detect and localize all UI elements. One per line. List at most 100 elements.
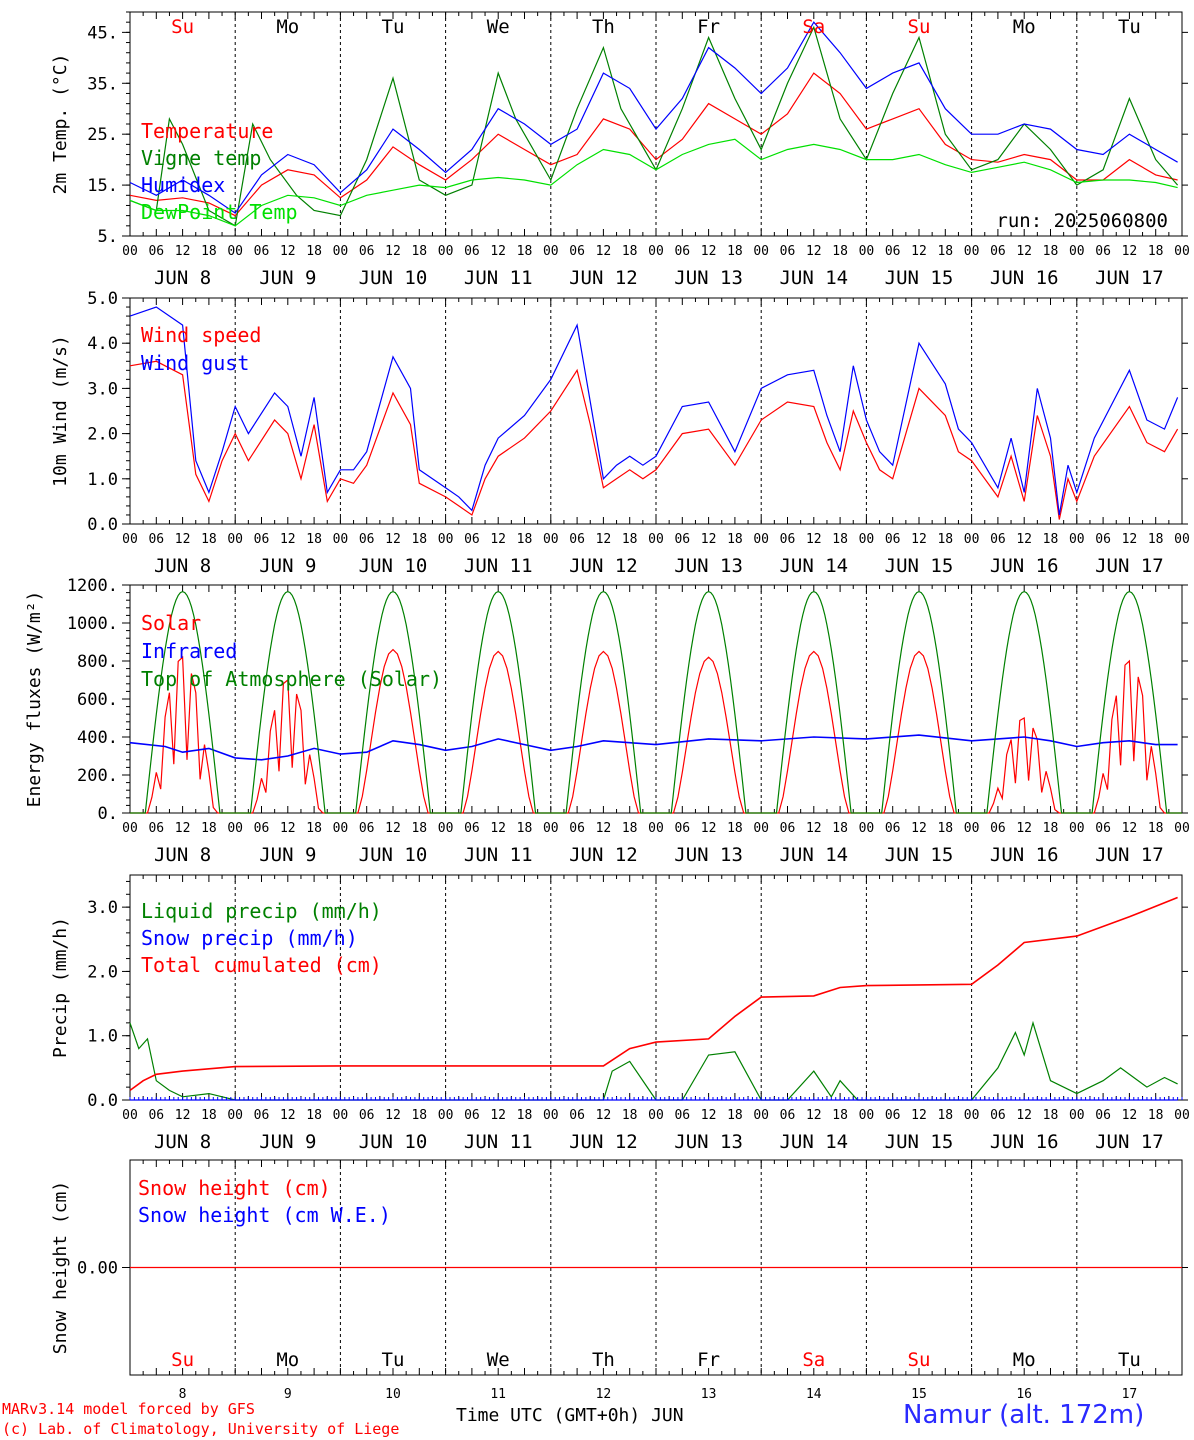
hour-label: 18 (937, 1108, 953, 1123)
hour-label: 00 (543, 532, 559, 547)
date-label: JUN 12 (569, 555, 638, 577)
hour-label: 00 (1069, 1108, 1085, 1123)
hour-label: 06 (464, 244, 480, 259)
hour-label: 00 (964, 244, 980, 259)
hour-label: 12 (490, 244, 506, 259)
hour-label: 06 (359, 244, 375, 259)
weekday-label: Th (592, 1349, 615, 1371)
hour-label: 18 (517, 532, 533, 547)
hour-label: 00 (648, 244, 664, 259)
hour-label: 06 (148, 244, 164, 259)
date-label: JUN 16 (990, 1131, 1059, 1153)
series-line (129, 138, 1178, 227)
hour-label: 06 (885, 821, 901, 836)
hour-label: 12 (175, 821, 191, 836)
hour-label: 18 (517, 244, 533, 259)
hour-label: 18 (201, 821, 217, 836)
y-tick-label: 400. (77, 728, 118, 748)
hour-label: 00 (333, 532, 349, 547)
date-label: JUN 11 (464, 555, 533, 577)
y-tick-label: 0.0 (87, 1091, 118, 1111)
hour-label: 06 (569, 1108, 585, 1123)
hour-label: 18 (1043, 244, 1059, 259)
y-tick-label: 35. (87, 74, 118, 94)
hour-label: 12 (701, 1108, 717, 1123)
hour-label: 00 (859, 821, 875, 836)
hour-label: 00 (1069, 244, 1085, 259)
date-label: JUN 13 (674, 1131, 743, 1153)
series-line (129, 306, 1179, 516)
hour-label: 06 (464, 532, 480, 547)
hour-label: 12 (1016, 532, 1032, 547)
date-label: JUN 17 (1095, 555, 1164, 577)
hour-label: 12 (280, 1108, 296, 1123)
hour-label: 06 (464, 1108, 480, 1123)
hour-label: 12 (1016, 1108, 1032, 1123)
weekday-label: Tu (382, 1349, 405, 1371)
date-label: JUN 15 (885, 844, 954, 866)
y-axis-title: 10m Wind (m/s) (50, 335, 71, 487)
hour-label: 12 (806, 821, 822, 836)
run-label: run: 2025060800 (996, 210, 1168, 232)
hour-label: 00 (438, 244, 454, 259)
date-label: JUN 16 (990, 844, 1059, 866)
hour-label: 00 (543, 821, 559, 836)
date-label: JUN 9 (259, 1131, 316, 1153)
date-label: JUN 8 (154, 1131, 211, 1153)
hour-label: 06 (674, 244, 690, 259)
hour-label: 00 (648, 532, 664, 547)
hour-label: 06 (1095, 532, 1111, 547)
panel-1: 5. 15. 25. 35. 45. 2m Temp. (°C) 00 06 12 18 JUN 8… (50, 11, 1190, 289)
hour-label: 12 (385, 532, 401, 547)
y-tick-label: 800. (77, 652, 118, 672)
day-number: 9 (284, 1387, 292, 1402)
hour-label: 12 (175, 244, 191, 259)
weekday-label: We (487, 1349, 510, 1371)
hour-label: 18 (1043, 532, 1059, 547)
hour-label: 12 (1122, 821, 1138, 836)
hour-label: 12 (596, 244, 612, 259)
hour-label: 06 (990, 821, 1006, 836)
hour-label: 12 (911, 821, 927, 836)
hour-label: 18 (622, 1108, 638, 1123)
hour-label: 06 (674, 532, 690, 547)
y-tick-label: 3.0 (87, 379, 118, 399)
hour-label: 12 (1122, 244, 1138, 259)
hour-label: 18 (937, 821, 953, 836)
hour-label: 00 (438, 821, 454, 836)
day-number: 17 (1122, 1387, 1138, 1402)
x-axis-title: Time UTC (GMT+0h) JUN (456, 1405, 684, 1426)
hour-label: 00 (122, 244, 138, 259)
weekday-label: Mo (276, 1349, 299, 1371)
hour-label: 06 (1095, 1108, 1111, 1123)
credit-lab: (c) Lab. of Climatology, University of L… (2, 1420, 400, 1438)
date-label: JUN 14 (779, 1131, 848, 1153)
date-label: JUN 17 (1095, 1131, 1164, 1153)
series-line (129, 360, 1179, 520)
day-number: 14 (806, 1387, 822, 1402)
y-axis-title: Precip (mm/h) (50, 917, 71, 1058)
date-label: JUN 17 (1095, 267, 1164, 289)
hour-label: 12 (806, 244, 822, 259)
series-line (129, 896, 1178, 1092)
weekday-label: Fr (697, 16, 720, 38)
hour-label: 12 (806, 532, 822, 547)
hour-label: 00 (1069, 821, 1085, 836)
hour-label: 18 (411, 821, 427, 836)
hour-label: 06 (148, 1108, 164, 1123)
hour-label: 18 (411, 244, 427, 259)
hour-label: 00 (122, 821, 138, 836)
date-label: JUN 17 (1095, 844, 1164, 866)
hour-label: 18 (832, 244, 848, 259)
hour-label: 06 (780, 1108, 796, 1123)
series-line (130, 590, 1182, 814)
day-number: 11 (490, 1387, 506, 1402)
legend-entry: Infrared (141, 639, 237, 663)
date-label: JUN 11 (464, 267, 533, 289)
hour-label: 12 (1122, 1108, 1138, 1123)
hour-label: 12 (385, 821, 401, 836)
hour-label: 00 (753, 821, 769, 836)
hour-label: 18 (201, 1108, 217, 1123)
hour-label: 00 (1174, 1108, 1190, 1123)
hour-label: 12 (175, 532, 191, 547)
